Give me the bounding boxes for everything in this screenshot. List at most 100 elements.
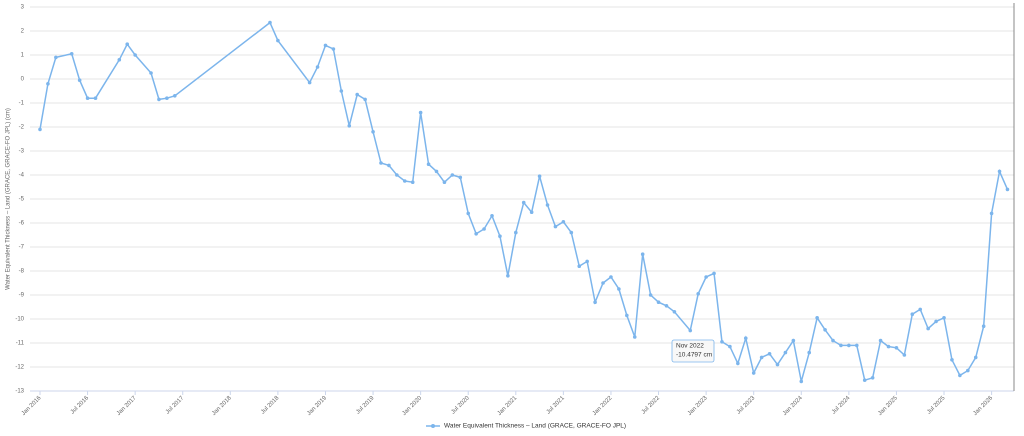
y-tick-label: 3 [21, 5, 25, 11]
data-point [736, 361, 740, 366]
data-point [839, 343, 843, 348]
y-tick-label: -1 [19, 101, 25, 107]
data-point [402, 179, 407, 183]
data-point [514, 230, 518, 235]
data-point [870, 376, 875, 380]
data-point [339, 89, 344, 93]
data-point [371, 130, 375, 134]
y-tick-label: 0 [21, 77, 25, 83]
data-point [997, 169, 1002, 174]
data-point [117, 58, 122, 62]
data-point [807, 350, 812, 355]
data-point [77, 78, 82, 82]
data-point [529, 210, 534, 214]
y-tick-label: -8 [19, 269, 25, 275]
data-point [442, 180, 447, 184]
data-point [553, 224, 558, 229]
data-point [886, 344, 891, 349]
data-point [688, 328, 693, 333]
data-point [894, 346, 899, 350]
data-point [545, 203, 550, 207]
x-tick-label: Jul 2020 [450, 395, 471, 416]
data-point [958, 373, 962, 378]
data-point [355, 92, 360, 97]
data-point [973, 355, 978, 360]
data-point [458, 175, 463, 180]
data-point [950, 358, 954, 362]
data-point [696, 292, 700, 296]
data-point [38, 127, 42, 132]
y-tick-label: -3 [19, 149, 25, 155]
y-tick-label: -2 [19, 125, 25, 131]
data-point [902, 353, 907, 357]
data-point [989, 211, 994, 216]
data-point [506, 274, 510, 278]
data-point [910, 312, 915, 317]
data-point [862, 378, 867, 383]
data-point [783, 350, 788, 355]
data-point [823, 328, 827, 332]
data-point [347, 124, 352, 128]
data-point [617, 287, 621, 291]
data-point [125, 42, 130, 46]
data-point [434, 169, 439, 174]
data-point [743, 336, 748, 341]
x-tick-label: Jul 2018 [260, 395, 281, 416]
data-point [315, 65, 320, 69]
data-point [934, 319, 938, 324]
y-tick-label: -9 [19, 293, 25, 299]
data-point [815, 316, 819, 320]
data-point [93, 96, 98, 100]
tooltip-text: -10.4797 cm [676, 352, 712, 359]
data-point [323, 43, 328, 48]
legend-label: Water Equivalent Thickness – Land (GRACE… [444, 423, 626, 430]
x-tick-label: Jan 2026 [972, 395, 994, 417]
x-tick-label: Jul 2024 [831, 395, 852, 416]
data-point [966, 368, 970, 373]
data-point [498, 234, 502, 238]
y-tick-label: -5 [19, 197, 25, 203]
data-point [1005, 187, 1010, 192]
x-tick-label: Jan 2022 [592, 395, 614, 417]
data-point [276, 38, 280, 43]
legend-marker [431, 424, 435, 428]
data-point [831, 338, 835, 343]
y-tick-label: -13 [15, 389, 24, 395]
data-point [847, 343, 851, 348]
data-point [728, 344, 732, 349]
y-tick-label: 1 [21, 53, 25, 59]
y-tick-label: -6 [19, 221, 25, 227]
data-point [640, 252, 645, 256]
data-point [426, 162, 431, 166]
data-point [418, 110, 423, 115]
data-point [173, 94, 177, 98]
x-tick-label: Jan 2021 [497, 395, 519, 417]
data-point [569, 230, 574, 235]
data-point [981, 324, 986, 329]
x-tick-label: Jan 2018 [211, 395, 233, 417]
data-point [537, 174, 542, 178]
data-point [331, 47, 336, 51]
y-tick-label: -11 [16, 341, 25, 347]
data-point [46, 82, 50, 86]
x-tick-label: Jan 2025 [877, 395, 899, 417]
data-point [577, 264, 582, 269]
data-point [379, 161, 383, 165]
data-point [664, 304, 669, 308]
x-tick-label: Jan 2019 [306, 395, 328, 417]
x-tick-label: Jul 2023 [736, 395, 757, 416]
data-point [474, 232, 478, 236]
y-tick-label: -7 [19, 245, 25, 251]
data-point [609, 275, 613, 279]
data-point [387, 163, 391, 168]
x-tick-label: Jan 2023 [687, 395, 709, 417]
data-point [307, 80, 312, 85]
y-tick-label: -4 [19, 173, 25, 179]
data-point [648, 293, 653, 297]
data-point [712, 271, 716, 276]
data-point [656, 300, 661, 305]
data-point [521, 200, 526, 205]
y-tick-label: -12 [15, 365, 24, 371]
tooltip-box [671, 339, 715, 363]
x-tick-label: Jul 2021 [546, 395, 567, 416]
